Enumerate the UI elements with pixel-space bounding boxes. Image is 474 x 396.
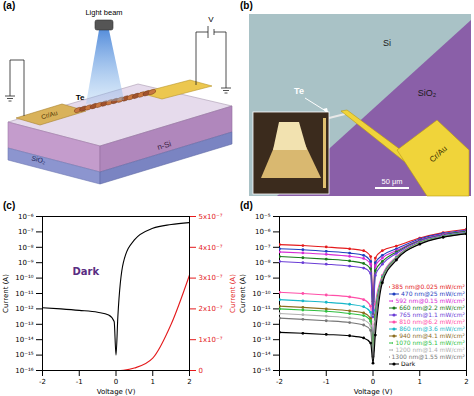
svg-text:Cr/Au: Cr/Au (428, 144, 449, 164)
svg-text:10⁻⁵: 10⁻⁵ (255, 213, 271, 221)
svg-text:10⁻¹³: 10⁻¹³ (252, 336, 270, 344)
svg-text:Te: Te (294, 86, 304, 96)
html-text:1070 nm@5.1 mW/cm²: 1070 nm@5.1 mW/cm² (395, 339, 465, 346)
svg-text:10⁻¹¹: 10⁻¹¹ (252, 305, 270, 313)
html-text:660 nm@2.2 mW/cm²: 660 nm@2.2 mW/cm² (399, 304, 465, 311)
svg-text:1: 1 (151, 378, 155, 386)
svg-text:1x10⁻⁷: 1x10⁻⁷ (199, 336, 223, 344)
svg-text:10⁻¹²: 10⁻¹² (15, 305, 33, 313)
html-text:1200 nm@1.4 mW/cm²: 1200 nm@1.4 mW/cm² (395, 346, 465, 353)
svg-text:10⁻⁸: 10⁻⁸ (255, 259, 271, 267)
svg-text:10⁻⁶: 10⁻⁶ (18, 213, 34, 221)
svg-text:10⁻⁷: 10⁻⁷ (255, 244, 271, 252)
svg-text:2x10⁻⁷: 2x10⁻⁷ (199, 305, 223, 313)
html-text:(a): (a) (3, 0, 16, 11)
svg-text:Light beam: Light beam (85, 8, 122, 17)
svg-text:10⁻⁶: 10⁻⁶ (255, 228, 271, 236)
html-text:592 nm@0.15 mW/cm²: 592 nm@0.15 mW/cm² (395, 297, 465, 304)
svg-text:10⁻¹³: 10⁻¹³ (15, 321, 33, 329)
html-text:(c): (c) (3, 200, 16, 211)
svg-text:10⁻⁹: 10⁻⁹ (18, 259, 34, 267)
svg-text:Dark: Dark (73, 266, 100, 277)
svg-text:0: 0 (371, 378, 375, 386)
html-text:(b): (b) (240, 0, 253, 11)
svg-text:10⁻¹⁶: 10⁻¹⁶ (15, 367, 33, 375)
svg-text:-1: -1 (76, 378, 83, 386)
svg-text:Current (A): Current (A) (2, 274, 10, 313)
svg-text:2: 2 (464, 378, 468, 386)
svg-text:10⁻¹⁰: 10⁻¹⁰ (252, 290, 270, 298)
svg-text:Current (A): Current (A) (239, 274, 247, 313)
html-text:1300 nm@1.55 mW/cm²: 1300 nm@1.55 mW/cm² (391, 353, 465, 360)
svg-text:-1: -1 (323, 378, 330, 386)
svg-text:n-Si: n-Si (156, 139, 172, 152)
html-text:385 nm@0.025 mW/cm²: 385 nm@0.025 mW/cm² (391, 283, 465, 290)
html-text:(d): (d) (240, 200, 253, 211)
html-text:860 nm@3.6 mW/cm²: 860 nm@3.6 mW/cm² (399, 325, 465, 332)
svg-text:3x10⁻⁷: 3x10⁻⁷ (199, 274, 223, 282)
svg-text:Voltage (V): Voltage (V) (354, 388, 393, 396)
svg-text:10⁻¹²: 10⁻¹² (252, 321, 270, 329)
svg-text:10⁻¹⁵: 10⁻¹⁵ (15, 351, 33, 359)
html-text:470 nm@25 mW/cm²: 470 nm@25 mW/cm² (401, 290, 465, 297)
svg-text:Voltage (V): Voltage (V) (97, 388, 136, 396)
svg-text:Te: Te (76, 93, 85, 102)
html-text:765 nm@1.1 mW/cm²: 765 nm@1.1 mW/cm² (399, 311, 465, 318)
html-text:810 nm@6.2 mW/cm²: 810 nm@6.2 mW/cm² (399, 318, 465, 325)
svg-text:10⁻¹⁰: 10⁻¹⁰ (15, 274, 33, 282)
svg-text:-2: -2 (276, 378, 283, 386)
svg-text:5x10⁻⁷: 5x10⁻⁷ (199, 213, 223, 221)
svg-text:10⁻¹⁴: 10⁻¹⁴ (15, 336, 33, 344)
svg-text:10⁻¹¹: 10⁻¹¹ (15, 290, 33, 298)
svg-text:0: 0 (199, 367, 203, 375)
svg-text:-2: -2 (39, 378, 46, 386)
svg-text:SiO₂: SiO₂ (418, 88, 437, 98)
svg-text:Si: Si (383, 38, 391, 48)
svg-text:Cr/Au: Cr/Au (40, 109, 58, 121)
html-text:940 nm@4.1 mW/cm²: 940 nm@4.1 mW/cm² (399, 332, 465, 339)
svg-text:SiO₂: SiO₂ (31, 154, 47, 165)
svg-text:10⁻⁷: 10⁻⁷ (18, 228, 34, 236)
svg-text:V: V (208, 15, 214, 24)
svg-text:Current (A): Current (A) (229, 274, 237, 313)
svg-text:4x10⁻⁷: 4x10⁻⁷ (199, 244, 223, 252)
svg-text:0: 0 (114, 378, 118, 386)
svg-text:50 μm: 50 μm (382, 177, 403, 186)
svg-text:2: 2 (187, 378, 191, 386)
svg-text:1: 1 (418, 378, 422, 386)
svg-text:10⁻¹⁴: 10⁻¹⁴ (252, 351, 270, 359)
html-text:Dark: Dark (401, 360, 416, 367)
svg-text:10⁻⁸: 10⁻⁸ (18, 244, 34, 252)
svg-text:10⁻¹⁵: 10⁻¹⁵ (252, 367, 270, 375)
svg-text:10⁻⁹: 10⁻⁹ (255, 274, 271, 282)
